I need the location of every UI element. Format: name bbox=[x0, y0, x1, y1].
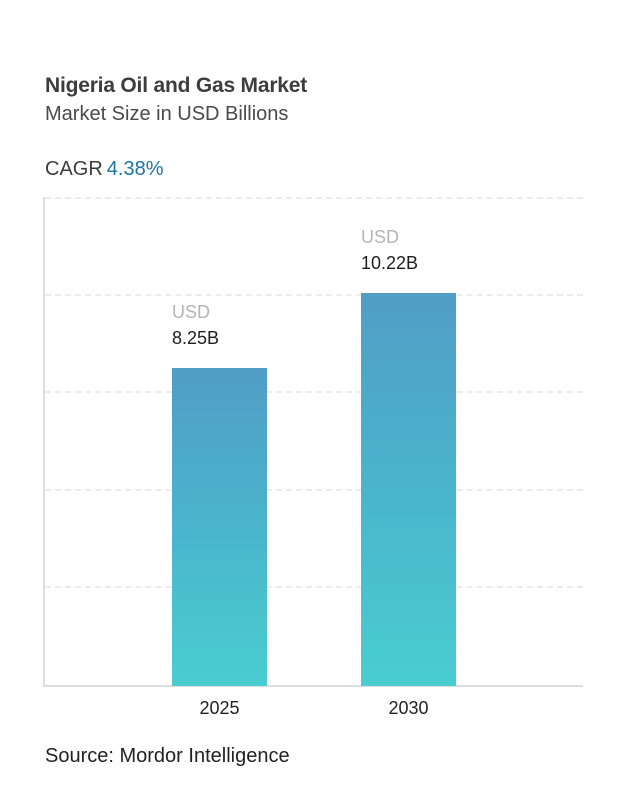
y-axis-line bbox=[43, 197, 45, 687]
bar-2030-currency: USD bbox=[361, 227, 400, 247]
bar-2025-value: 8.25B bbox=[172, 328, 220, 348]
bar-2025 bbox=[172, 368, 267, 686]
plot-area: USD 8.25B USD 10.22B bbox=[43, 197, 583, 687]
bar-2030-value: 10.22B bbox=[361, 253, 419, 273]
x-tick-2025: 2025 bbox=[199, 698, 240, 718]
gridline bbox=[45, 294, 583, 296]
cagr-label-text: CAGR bbox=[45, 158, 103, 180]
chart-title: Nigeria Oil and Gas Market bbox=[45, 74, 308, 97]
x-tick-2030: 2030 bbox=[388, 698, 429, 718]
chart-subtitle: Market Size in USD Billions bbox=[45, 103, 289, 125]
gridline bbox=[45, 586, 583, 588]
cagr-label: CAGR 4.38% bbox=[45, 158, 164, 181]
source-note: Source: Mordor Intelligence bbox=[45, 745, 290, 767]
cagr-value: 4.38% bbox=[106, 158, 164, 180]
gridline bbox=[45, 391, 583, 393]
x-axis-line bbox=[43, 685, 583, 687]
gridline bbox=[45, 197, 583, 199]
gridline bbox=[45, 489, 583, 491]
bar-2030 bbox=[361, 293, 456, 686]
bar-2025-currency: USD bbox=[172, 302, 211, 322]
